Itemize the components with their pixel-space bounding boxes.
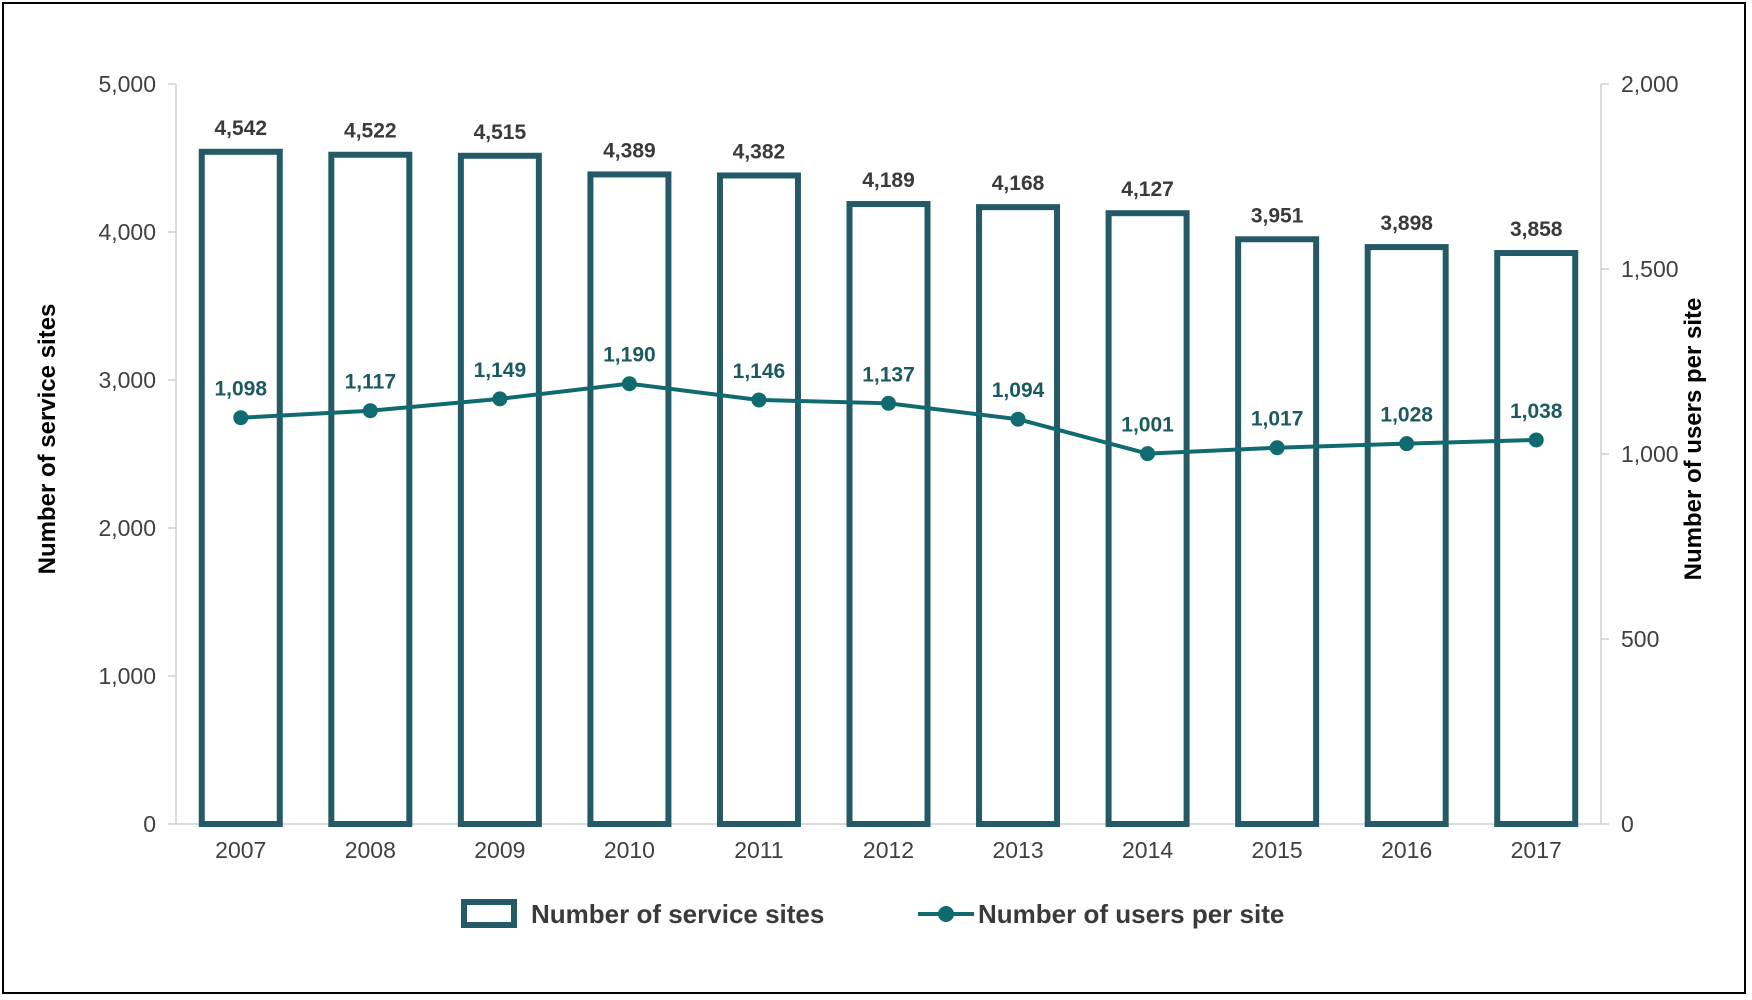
bar-value-label: 4,515 <box>474 121 527 144</box>
bar <box>198 148 283 827</box>
line-point <box>1528 432 1544 448</box>
bars <box>198 148 1579 828</box>
bar <box>716 172 801 828</box>
line-value-label: 1,028 <box>1380 404 1433 427</box>
bar-value-label: 4,522 <box>344 120 397 143</box>
line-value-label: 1,137 <box>862 363 915 386</box>
y2-axis-title: Number of users per site <box>1680 298 1707 581</box>
x-tick-label: 2016 <box>1381 837 1432 863</box>
bar-value-label: 4,382 <box>733 140 786 163</box>
y2-tick-label: 1,000 <box>1621 441 1679 467</box>
x-tick-label: 2010 <box>604 837 655 863</box>
line-point <box>1399 436 1415 452</box>
line-value-label: 1,190 <box>603 344 656 367</box>
y-axis-title: Number of service sites <box>34 304 61 575</box>
y-tick-label: 4,000 <box>98 219 156 245</box>
y-tick-label: 1,000 <box>98 663 156 689</box>
line-value-label: 1,094 <box>992 379 1045 402</box>
x-tick-label: 2011 <box>734 837 783 863</box>
line-point <box>492 391 508 407</box>
line-value-label: 1,149 <box>474 359 527 382</box>
line-point <box>1010 411 1026 427</box>
bar <box>328 151 413 827</box>
line-point <box>881 395 896 411</box>
y2-tick-label: 2,000 <box>1621 71 1679 97</box>
x-tick-label: 2017 <box>1511 837 1562 863</box>
x-tick-label: 2008 <box>345 837 396 863</box>
y-tick-label: 2,000 <box>98 515 156 541</box>
line-point <box>362 403 378 419</box>
line-value-label: 1,001 <box>1121 414 1174 437</box>
axes: 0 1,000 2,000 3,000 4,000 5,000 0 500 1,000 1,500… <box>98 71 1678 863</box>
y-tick-label: 3,000 <box>98 367 156 393</box>
line-point <box>621 376 637 392</box>
bar <box>457 152 542 827</box>
line-point <box>233 410 249 426</box>
x-tick-label: 2007 <box>215 837 266 863</box>
legend-label-bars: Number of service sites <box>531 899 824 929</box>
bar-value-label: 4,542 <box>214 117 267 140</box>
line-value-label: 1,038 <box>1510 400 1563 423</box>
line-value-label: 1,146 <box>733 360 786 383</box>
x-tick-label: 2014 <box>1122 837 1173 863</box>
line-value-label: 1,098 <box>214 378 267 401</box>
y-tick-label: 0 <box>143 811 156 837</box>
line-series <box>233 376 1544 462</box>
bar-value-label: 4,189 <box>862 169 915 192</box>
bar <box>846 201 931 827</box>
x-tick-label: 2015 <box>1252 837 1303 863</box>
bar-value-label: 4,127 <box>1121 178 1174 201</box>
line-point <box>1140 446 1156 462</box>
bar <box>1364 244 1449 827</box>
bar <box>976 204 1061 828</box>
bar-value-label: 4,389 <box>603 139 656 162</box>
line-value-label: 1,017 <box>1251 408 1304 431</box>
bar-value-label: 3,951 <box>1251 204 1304 227</box>
legend: Number of service sites Number of users … <box>461 899 1284 929</box>
bar-value-label: 3,898 <box>1380 212 1433 235</box>
data-labels: 4,542 4,522 4,515 4,389 4,382 4,189 4,168 4,127… <box>214 117 1562 437</box>
bar <box>587 171 672 828</box>
bar <box>1235 236 1320 827</box>
combo-chart: 0 1,000 2,000 3,000 4,000 5,000 0 500 1,000 1,500… <box>34 71 1707 929</box>
x-tick-label: 2013 <box>992 837 1043 863</box>
y2-tick-label: 500 <box>1621 626 1659 652</box>
y2-tick-label: 0 <box>1621 811 1634 837</box>
bar <box>1494 250 1579 828</box>
line-point <box>1269 440 1285 456</box>
line-value-label: 1,117 <box>345 371 396 394</box>
bar-value-label: 4,168 <box>992 172 1045 195</box>
line-point <box>751 392 767 408</box>
bar <box>1105 210 1190 828</box>
x-tick-label: 2009 <box>474 837 525 863</box>
bar-value-label: 3,858 <box>1510 218 1563 241</box>
legend-label-line: Number of users per site <box>978 899 1284 929</box>
y2-tick-label: 1,500 <box>1621 256 1679 282</box>
legend-swatch-marker <box>938 906 954 922</box>
legend-swatch-bar <box>461 899 517 928</box>
x-tick-label: 2012 <box>863 837 914 863</box>
y-tick-label: 5,000 <box>98 71 156 97</box>
